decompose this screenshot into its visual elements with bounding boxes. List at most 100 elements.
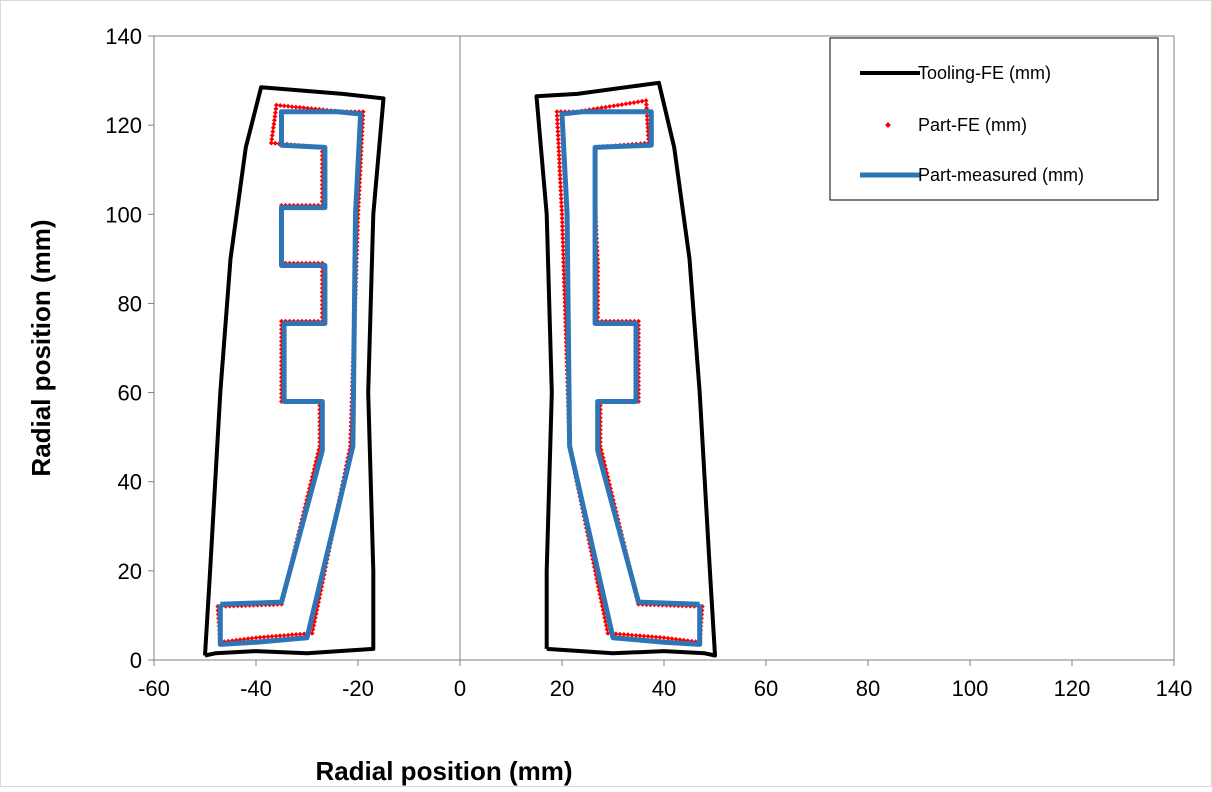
y-axis-title: Radial position (mm) [26,219,56,476]
part-fe-marker [643,98,649,104]
part-fe-marker [560,235,566,241]
part-fe-marker [285,632,291,638]
part-fe-marker [277,633,283,639]
series-layer [203,80,717,658]
legend-label-part-measured: Part-measured (mm) [918,165,1084,185]
part-fe-marker [555,136,561,142]
part-fe-marker [559,215,565,221]
part-fe-marker [645,633,651,639]
part-fe-marker [558,184,564,190]
part-fe-marker [619,102,625,108]
part-fe-marker [560,247,566,253]
part-fe-marker [554,113,560,119]
part-fe-marker [669,636,675,642]
part-fe-marker [639,98,645,104]
part-fe-marker [665,635,671,641]
legend-label-part-fe: Part-FE (mm) [918,115,1027,135]
x-tick-label: 40 [652,676,676,701]
part-fe-marker [265,634,271,640]
part-fe-marker [257,634,263,640]
y-ticks: 0 20 40 60 80 100 120 140 [105,24,154,673]
part-fe-marker [273,633,279,639]
x-tick-label: 120 [1054,676,1091,701]
part-fe-marker [289,632,295,638]
part-fe-marker [557,180,563,186]
part-fe-marker [559,223,565,229]
y-tick-label: 20 [118,559,142,584]
part-fe-marker [555,132,561,138]
y-tick-label: 80 [118,291,142,316]
x-tick-label: 0 [454,676,466,701]
y-tick-label: 140 [105,24,142,49]
part-fe-marker [558,188,564,194]
series-line-tooling-fe-1 [534,80,717,658]
part-fe-marker [560,239,566,245]
legend-swatch-part-fe [885,122,891,128]
part-fe-marker [615,102,621,108]
part-fe-marker [293,632,299,637]
part-fe-marker [653,634,659,640]
part-fe-marker [559,211,565,217]
part-fe-marker [261,634,267,640]
part-fe-marker [555,129,561,134]
part-fe-marker [637,633,643,639]
x-tick-label: 100 [952,676,989,701]
part-fe-marker [557,176,563,182]
part-fe-marker [561,263,567,269]
part-fe-marker [621,632,627,637]
series-line-part-measured-1 [559,109,703,647]
part-fe-marker [645,121,650,127]
x-axis-title: Radial position (mm) [315,756,572,786]
part-fe-marker [556,156,562,162]
part-fe-marker [270,129,276,135]
part-fe-marker [273,106,279,112]
x-tick-label: -40 [240,676,272,701]
part-fe-marker [556,140,561,146]
part-fe-marker [560,243,566,249]
part-fe-marker [627,100,633,106]
legend: Tooling-FE (mm) Part-FE (mm) Part-measur… [829,37,1159,201]
part-fe-marker [271,121,277,127]
part-fe-marker [635,99,641,105]
x-tick-label: -20 [342,676,374,701]
x-tick-label: -60 [138,676,170,701]
part-fe-marker [555,125,561,130]
part-fe-marker [273,102,279,108]
part-fe-marker [556,144,562,150]
part-fe-marker [293,104,299,110]
part-fe-marker [269,633,275,639]
part-fe-marker [559,207,565,213]
part-fe-marker [272,114,278,119]
part-fe-marker [554,109,560,115]
part-fe-marker [644,117,650,123]
part-fe-marker [560,251,566,257]
y-tick-label: 100 [105,202,142,227]
part-fe-marker [557,164,563,170]
part-fe-marker [625,632,631,638]
part-fe-marker [555,121,560,127]
part-fe-marker [301,105,307,111]
y-tick-label: 60 [118,381,142,406]
part-fe-marker [629,632,635,638]
part-fe-marker [559,219,565,225]
part-fe-marker [560,231,566,237]
y-tick-label: 120 [105,113,142,138]
y-tick-label: 40 [118,470,142,495]
part-fe-marker [644,113,650,119]
part-fe-marker [558,196,564,201]
part-fe-marker [269,136,275,142]
part-fe-marker [281,633,287,638]
part-fe-marker [556,148,562,154]
part-fe-marker [623,101,629,107]
x-ticks: -60 -40 -20 0 20 40 60 80 100 120 140 [138,660,1192,701]
part-fe-marker [661,635,667,641]
y-tick-label: 0 [130,648,142,673]
x-tick-label: 140 [1156,676,1193,701]
part-fe-marker [605,630,611,636]
part-fe-marker [272,110,278,116]
part-fe-marker [271,117,277,123]
part-fe-marker [249,635,255,641]
part-fe-marker [277,103,283,108]
